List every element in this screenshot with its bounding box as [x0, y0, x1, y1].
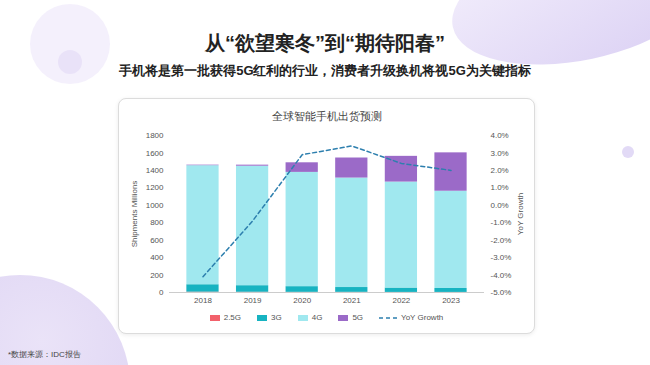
html-text:YoY Growth: YoY Growth — [401, 313, 444, 322]
svg-text:800: 800 — [150, 218, 164, 227]
svg-text:0.0%: 0.0% — [491, 201, 509, 210]
html-text:5G: 5G — [352, 313, 363, 322]
svg-text:2018: 2018 — [194, 296, 212, 305]
svg-text:4.0%: 4.0% — [491, 131, 509, 140]
svg-text:-3.0%: -3.0% — [491, 253, 512, 262]
svg-text:2.0%: 2.0% — [491, 166, 509, 175]
svg-text:2023: 2023 — [442, 296, 460, 305]
svg-text:-4.0%: -4.0% — [491, 271, 512, 280]
html-text:*数据来源：IDC报告: *数据来源：IDC报告 — [8, 350, 81, 359]
svg-text:2022: 2022 — [393, 296, 411, 305]
svg-text:2020: 2020 — [293, 296, 311, 305]
svg-text:1000: 1000 — [146, 201, 164, 210]
svg-text:0: 0 — [159, 288, 164, 297]
svg-text:-2.0%: -2.0% — [491, 236, 512, 245]
svg-text:1600: 1600 — [146, 149, 164, 158]
html-text:从“欲望寒冬”到“期待阳春”: 从“欲望寒冬”到“期待阳春” — [205, 32, 445, 54]
svg-text:1800: 1800 — [146, 131, 164, 140]
svg-text:Shipments Millions: Shipments Millions — [130, 181, 139, 248]
svg-text:400: 400 — [150, 253, 164, 262]
html-text:3G: 3G — [271, 313, 282, 322]
html-text:全球智能手机出货预测: 全球智能手机出货预测 — [271, 110, 382, 122]
svg-text:3.0%: 3.0% — [491, 149, 509, 158]
svg-text:-5.0%: -5.0% — [491, 288, 512, 297]
svg-text:-1.0%: -1.0% — [491, 218, 512, 227]
svg-text:YoY Growth: YoY Growth — [516, 193, 525, 235]
svg-text:2019: 2019 — [244, 296, 262, 305]
svg-text:200: 200 — [150, 271, 164, 280]
svg-text:1400: 1400 — [146, 166, 164, 175]
svg-text:1.0%: 1.0% — [491, 183, 509, 192]
html-text:手机将是第一批获得5G红利的行业，消费者升级换机将视5G为关: 手机将是第一批获得5G红利的行业，消费者升级换机将视5G为关键指标 — [119, 63, 531, 78]
html-text:4G: 4G — [311, 313, 323, 322]
svg-text:600: 600 — [150, 236, 164, 245]
svg-text:2021: 2021 — [343, 296, 361, 305]
html-text:2.5G: 2.5G — [223, 313, 241, 322]
svg-text:1200: 1200 — [146, 183, 164, 192]
